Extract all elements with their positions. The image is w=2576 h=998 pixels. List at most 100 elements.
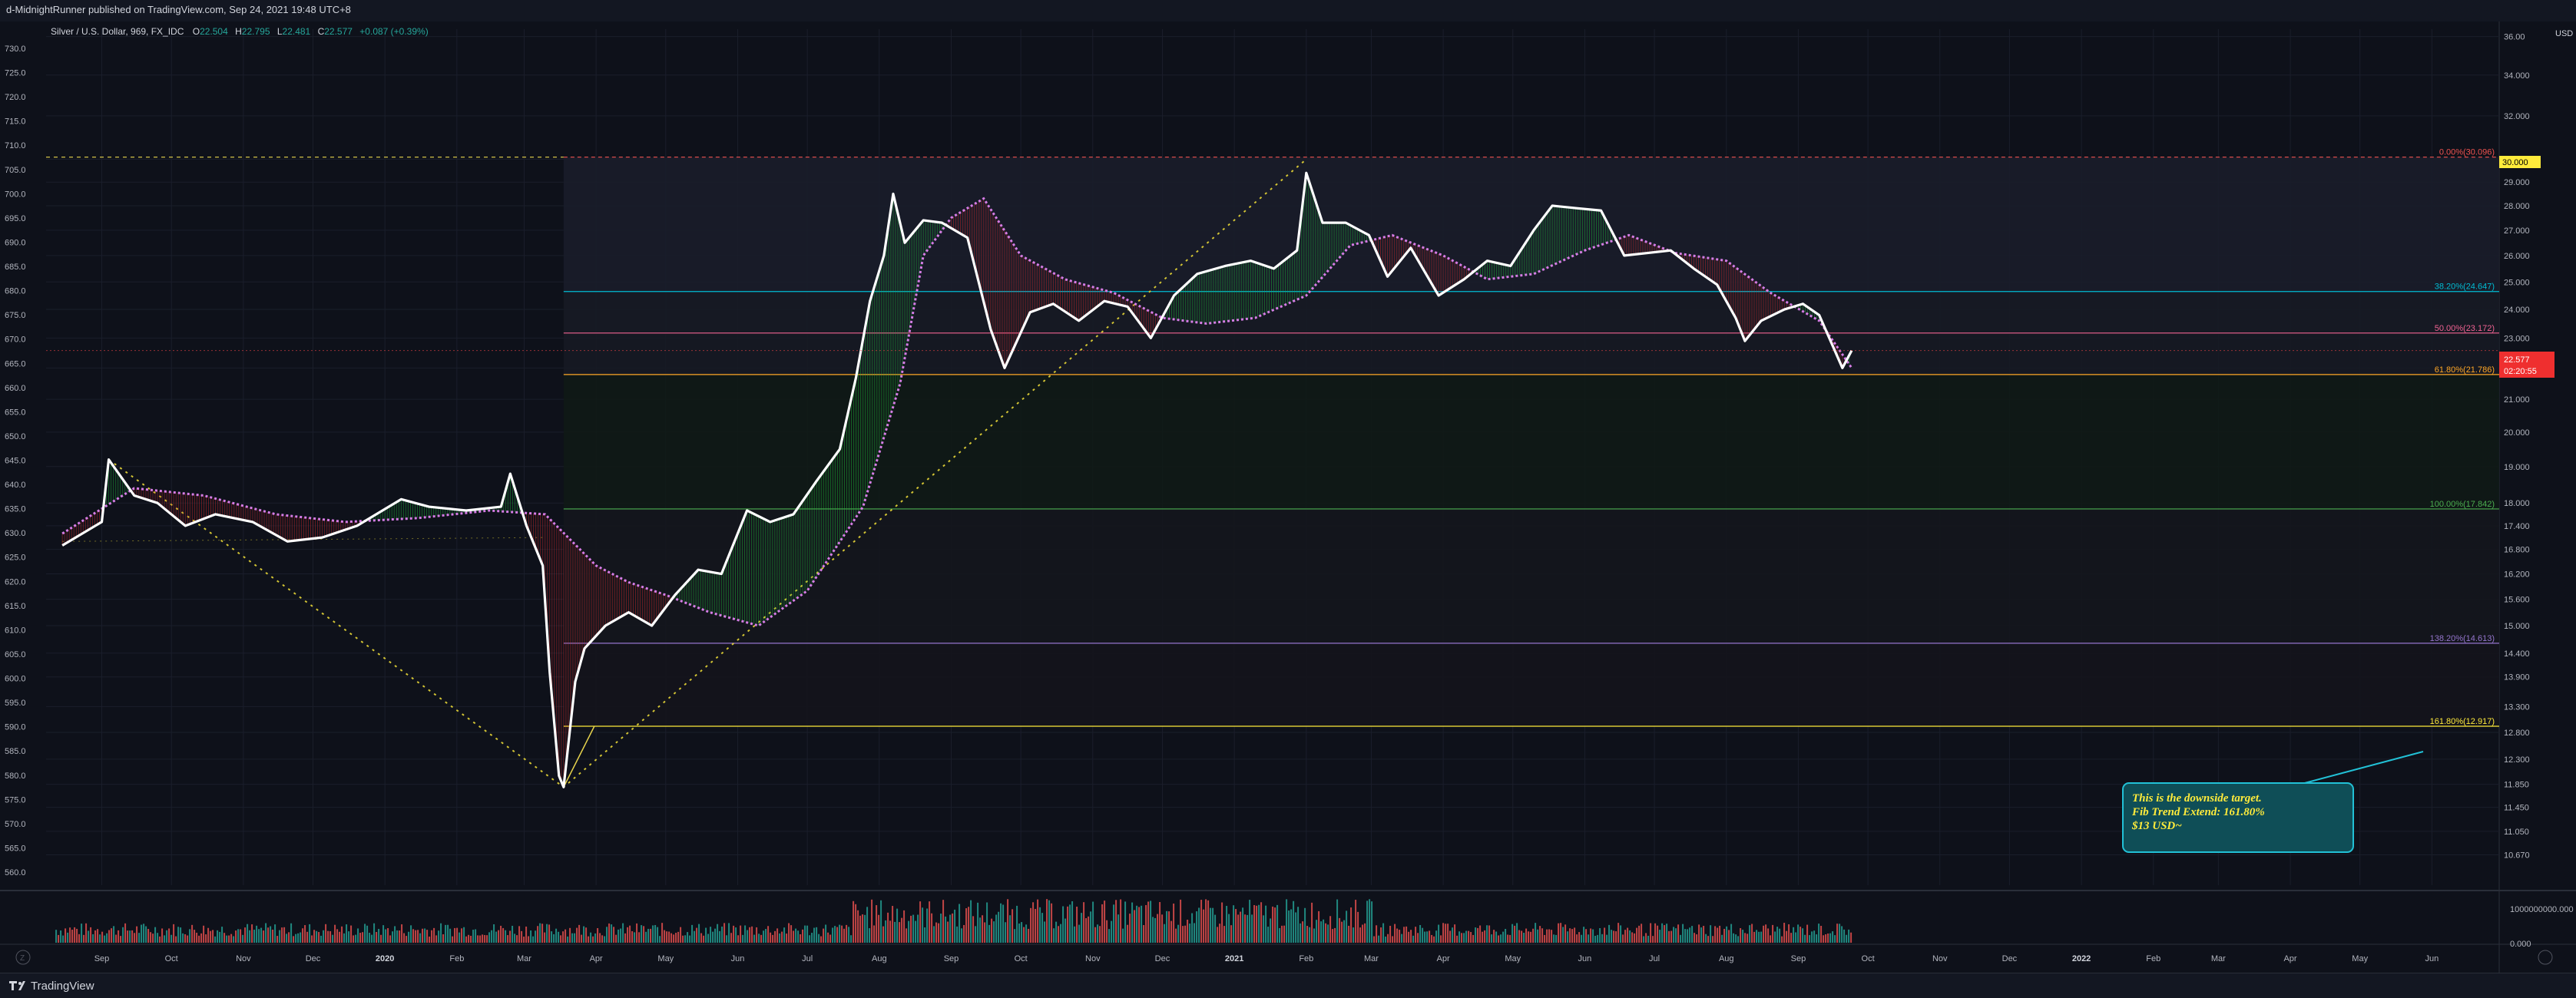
publish-header: d-MidnightRunner published on TradingVie… <box>0 0 2576 22</box>
left-axis-tick: 605.0 <box>5 650 26 659</box>
volume-bar <box>62 935 65 943</box>
volume-bar <box>1320 921 1323 943</box>
volume-bar <box>647 928 650 943</box>
volume-bar <box>1394 924 1396 943</box>
volume-bar <box>1463 933 1465 943</box>
volume-bar <box>472 930 475 943</box>
target-annotation[interactable]: This is the downside target. Fib Trend E… <box>2122 751 2424 853</box>
left-axis-tick: 700.0 <box>5 190 26 199</box>
volume-bar <box>198 935 200 943</box>
volume-bar <box>1470 932 1472 943</box>
volume-bar <box>168 928 171 943</box>
volume-bar <box>461 928 463 943</box>
volume-bar <box>1482 931 1484 943</box>
volume-bar <box>251 924 253 943</box>
volume-bar <box>1396 928 1399 943</box>
close-label: C <box>318 26 325 37</box>
chart-area[interactable]: 0.00%(30.096) 38.20%(24.647) 50.00%(23.172… <box>0 21 2576 973</box>
volume-bar <box>1270 918 1272 943</box>
volume-bar <box>1371 901 1373 943</box>
time-axis-tick: May <box>657 954 674 963</box>
volume-bar <box>1560 923 1562 943</box>
volume-bar <box>1157 914 1159 943</box>
volume-bar <box>1825 934 1827 943</box>
volume-bar <box>150 932 152 943</box>
volume-bar <box>641 925 643 943</box>
volume-bar <box>1606 934 1608 943</box>
volume-bar <box>1786 930 1788 943</box>
volume-bar <box>1638 925 1641 943</box>
volume-bar <box>385 929 387 943</box>
volume-bar <box>1313 928 1316 943</box>
volume-bar <box>1074 926 1076 943</box>
volume-bar <box>465 936 468 943</box>
volume-bar <box>1309 927 1311 943</box>
volume-bar <box>104 935 106 943</box>
left-axis[interactable]: 730.0 725.0 720.0 715.0 710.0 705.0 700.0 695.0… <box>5 45 26 877</box>
volume-bar <box>1023 927 1025 943</box>
volume-bar <box>332 934 334 943</box>
volume-bar <box>576 927 578 943</box>
volume-bar <box>403 933 406 943</box>
volume-bar <box>1242 907 1244 943</box>
volume-bar <box>1198 907 1200 943</box>
volume-bar <box>841 925 843 943</box>
volume-bar <box>680 927 682 943</box>
volume-bar <box>357 928 359 943</box>
volume-bar <box>1535 923 1537 943</box>
volume-bar <box>1173 903 1175 943</box>
volume-bar <box>1025 924 1028 943</box>
volume-bar <box>809 935 811 943</box>
volume-bar <box>258 929 260 943</box>
volume-bar <box>1244 914 1247 943</box>
volume-bar <box>753 934 756 943</box>
time-axis-tick: Feb <box>2146 954 2160 963</box>
volume-bar <box>885 920 887 943</box>
right-axis-tick: 18.000 <box>2504 499 2530 508</box>
volume-bar <box>1843 929 1846 943</box>
volume-bar <box>606 927 608 943</box>
volume-bar <box>253 930 256 943</box>
volume-bar <box>1788 924 1790 943</box>
left-axis-tick: 600.0 <box>5 675 26 684</box>
volume-bar <box>1012 909 1014 943</box>
volume-bar <box>977 902 979 943</box>
right-axis-tick: 13.900 <box>2504 673 2530 682</box>
left-axis-tick: 730.0 <box>5 45 26 54</box>
volume-bar <box>1733 933 1735 943</box>
volume-bar <box>608 923 611 943</box>
high-label: H <box>235 26 242 37</box>
volume-bar <box>963 924 965 943</box>
volume-bar <box>1357 911 1359 943</box>
volume-bar <box>1069 904 1071 943</box>
volume-bar <box>1332 929 1334 943</box>
volume-bar <box>1134 910 1136 943</box>
symbol-legend[interactable]: Silver / U.S. Dollar, 969, FX_IDC O22.50… <box>51 26 429 37</box>
volume-bar <box>1343 920 1346 943</box>
volume-bar <box>1076 906 1078 943</box>
volume-bar <box>200 933 203 943</box>
volume-bar <box>1707 936 1710 943</box>
volume-bar <box>1002 904 1005 943</box>
volume-bar <box>267 927 270 943</box>
axis-settings[interactable]: Z <box>15 950 2553 965</box>
right-axis[interactable]: 36.00 34.000 32.000 30.000 29.000 28.000 27.00… <box>2504 33 2530 861</box>
volume-bar <box>505 930 507 943</box>
volume-bar <box>1710 925 1712 943</box>
volume-bar <box>1253 904 1256 943</box>
volume-bar <box>742 934 744 943</box>
time-axis[interactable]: Sep Oct Nov Dec 2020 Feb Mar Apr May Jun Jul Aug Sep… <box>94 954 2439 963</box>
volume-bar <box>622 923 624 943</box>
volume-bar <box>1408 931 1410 943</box>
volume-bar <box>1237 914 1240 943</box>
volume-bar <box>618 929 620 943</box>
volume-bar <box>306 931 309 943</box>
volume-bar <box>1696 934 1698 943</box>
volume-bar <box>1634 933 1636 943</box>
volume-bar <box>71 930 74 943</box>
brand-name: TradingView <box>31 980 94 993</box>
volume-bar <box>551 931 553 943</box>
volume-bar <box>1836 924 1839 943</box>
volume-bar <box>1848 929 1850 943</box>
volume-bar <box>1502 931 1505 943</box>
